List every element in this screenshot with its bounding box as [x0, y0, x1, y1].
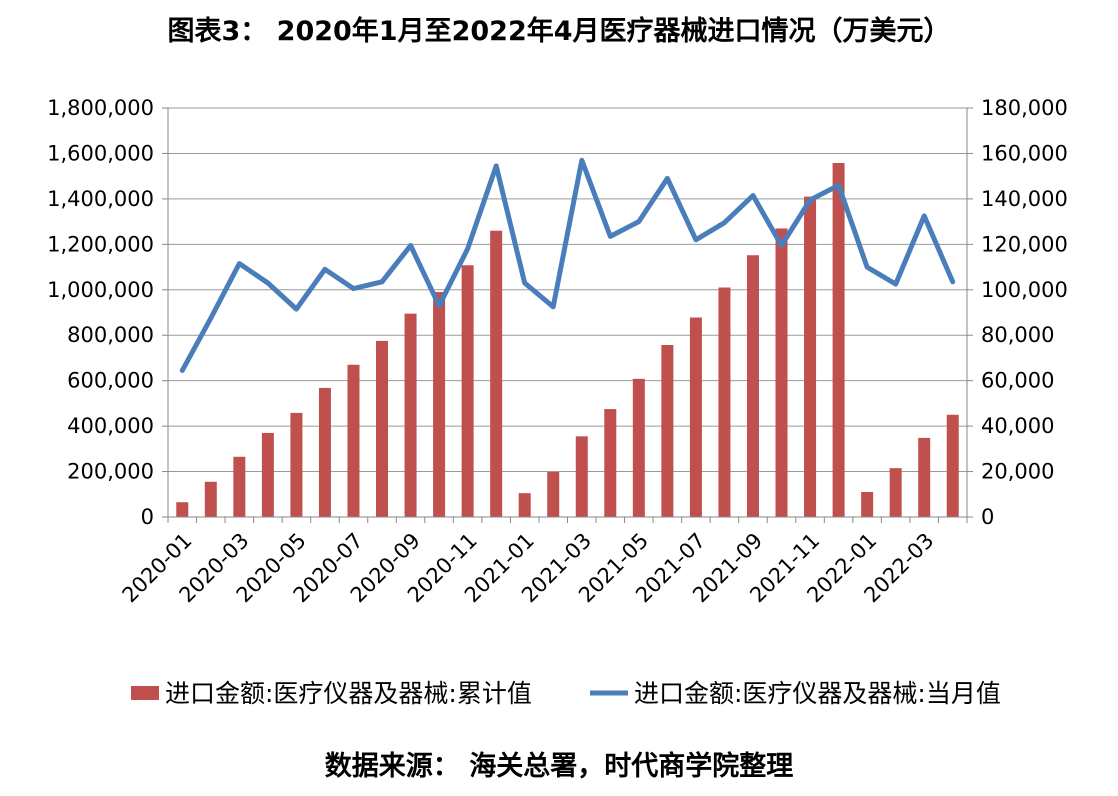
bar — [918, 437, 931, 517]
legend-swatch-cumulative — [131, 686, 159, 700]
bar — [889, 468, 902, 517]
y-right-tick-label: 80,000 — [981, 323, 1054, 347]
y-left-tick-label: 1,200,000 — [47, 232, 154, 256]
bar — [376, 340, 389, 517]
y-right-tick-label: 0 — [981, 505, 994, 529]
bar — [804, 196, 817, 517]
bar — [461, 265, 474, 517]
bar — [632, 378, 645, 517]
y-left-tick-label: 200,000 — [67, 460, 154, 484]
bar — [661, 344, 674, 517]
bar — [575, 436, 588, 517]
left-y-axis-ticks: 0 200,000 400,000 600,000 800,000 1,000,000 1,… — [47, 96, 168, 529]
bar — [490, 230, 503, 517]
bar — [433, 292, 446, 517]
bar — [946, 414, 959, 517]
bar — [518, 493, 531, 517]
source-note: 数据来源： 海关总署，时代商学院整理 — [325, 750, 793, 782]
chart-title: 图表3： 2020年1月至2022年4月医疗器械进口情况（万美元） — [167, 15, 950, 47]
bar — [746, 255, 759, 518]
legend: 进口金额:医疗仪器及器械:累计值 进口金额:医疗仪器及器械:当月值 — [131, 679, 1001, 708]
legend-label-monthly: 进口金额:医疗仪器及器械:当月值 — [634, 679, 1001, 708]
monthly-line — [179, 157, 956, 373]
y-left-tick-label: 400,000 — [67, 414, 154, 438]
bar — [318, 387, 331, 517]
line-series — [179, 157, 956, 373]
x-axis-ticks: 2020-012020-032020-052020-072020-092020-… — [118, 528, 939, 607]
y-right-tick-label: 40,000 — [981, 414, 1054, 438]
bar — [861, 492, 874, 517]
legend-label-cumulative: 进口金额:医疗仪器及器械:累计值 — [165, 679, 532, 708]
bar — [261, 432, 274, 517]
y-left-tick-label: 1,000,000 — [47, 278, 154, 302]
gridlines — [168, 107, 967, 473]
y-right-tick-label: 100,000 — [981, 278, 1068, 302]
y-right-tick-label: 120,000 — [981, 232, 1068, 256]
bar — [404, 313, 417, 517]
y-left-tick-label: 1,400,000 — [47, 187, 154, 211]
bar — [775, 228, 788, 517]
bar — [547, 472, 560, 517]
bar — [233, 456, 246, 517]
y-right-tick-label: 20,000 — [981, 460, 1054, 484]
bar — [204, 481, 217, 517]
y-right-tick-label: 60,000 — [981, 369, 1054, 393]
bar — [689, 317, 702, 517]
y-right-tick-label: 140,000 — [981, 187, 1068, 211]
y-right-tick-label: 160,000 — [981, 141, 1068, 165]
y-left-tick-label: 800,000 — [67, 323, 154, 347]
bar — [347, 364, 360, 517]
axes — [167, 108, 968, 523]
y-left-tick-label: 1,600,000 — [47, 141, 154, 165]
y-right-tick-label: 180,000 — [981, 96, 1068, 120]
bar — [832, 162, 845, 517]
bar-series — [176, 162, 959, 518]
bar — [718, 287, 731, 517]
bar — [290, 412, 303, 517]
bar — [604, 409, 617, 517]
y-left-tick-label: 1,800,000 — [47, 96, 154, 120]
right-y-axis-ticks: 0 20,000 40,000 60,000 80,000 100,000 120,000 1… — [967, 96, 1068, 529]
y-left-tick-label: 600,000 — [67, 369, 154, 393]
y-left-tick-label: 0 — [141, 505, 154, 529]
bar — [176, 502, 189, 517]
